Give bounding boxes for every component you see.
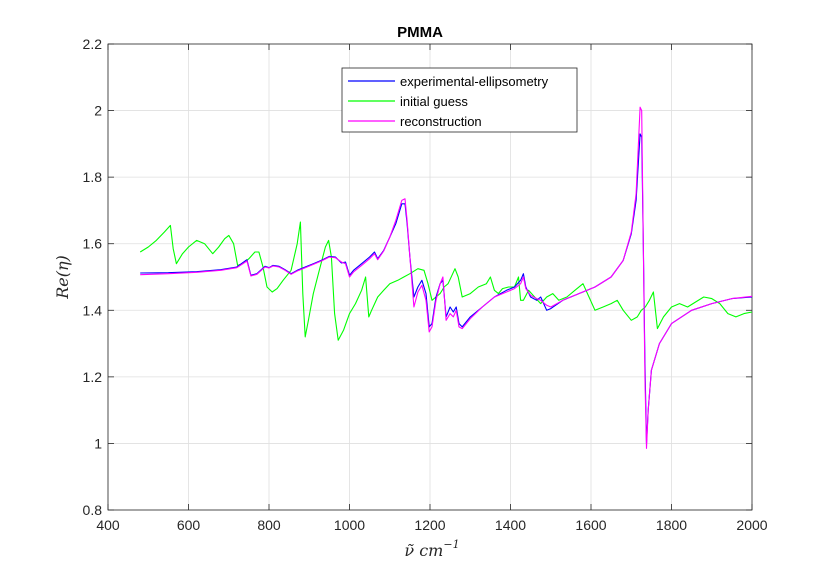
chart-title: PMMA	[397, 24, 443, 41]
x-axis-label-main: ν̃ cm	[404, 541, 443, 560]
y-tick-label: 2.2	[83, 36, 103, 52]
y-tick-label: 0.8	[83, 502, 103, 518]
x-axis-label: ν̃ cm−1	[404, 538, 459, 560]
series-layer	[139, 106, 753, 449]
y-axis-label: Re(η)	[53, 255, 72, 300]
axis-tick-labels: 400 600 800 1000 1200 1400 1600 1800 2000 0.8 1 1.2…	[83, 36, 768, 533]
x-tick-label: 800	[257, 517, 281, 533]
x-tick-label: 1400	[495, 517, 526, 533]
x-tick-label: 1000	[334, 517, 365, 533]
y-tick-label: 1.4	[83, 302, 103, 318]
x-tick-label: 1800	[656, 517, 687, 533]
legend: experimental-ellipsometry initial guess re…	[341, 67, 578, 133]
x-tick-label: 1200	[414, 517, 445, 533]
x-tick-label: 400	[96, 517, 120, 533]
legend-label: reconstruction	[400, 114, 482, 129]
series-line-initial-guess	[139, 221, 753, 341]
legend-label: experimental-ellipsometry	[400, 74, 549, 89]
legend-label: initial guess	[400, 94, 468, 109]
axis-ticks	[107, 43, 753, 511]
y-tick-label: 1	[94, 435, 102, 451]
x-tick-label: 1600	[575, 517, 606, 533]
x-tick-label: 2000	[736, 517, 767, 533]
series-line-reconstruction	[140, 106, 753, 449]
x-axis-label-exponent: −1	[443, 538, 459, 551]
x-tick-label: 600	[177, 517, 201, 533]
y-tick-label: 1.6	[83, 236, 103, 252]
y-tick-label: 1.8	[83, 169, 103, 185]
y-tick-label: 2	[94, 103, 102, 119]
y-tick-label: 1.2	[83, 369, 103, 385]
